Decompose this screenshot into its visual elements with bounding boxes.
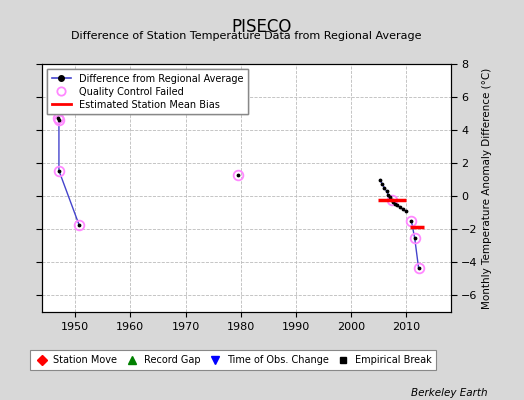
Legend: Station Move, Record Gap, Time of Obs. Change, Empirical Break: Station Move, Record Gap, Time of Obs. C…: [30, 350, 436, 370]
Legend: Difference from Regional Average, Quality Control Failed, Estimated Station Mean: Difference from Regional Average, Qualit…: [47, 69, 248, 114]
Title: Difference of Station Temperature Data from Regional Average: Difference of Station Temperature Data f…: [71, 31, 421, 41]
Text: PISECO: PISECO: [232, 18, 292, 36]
Y-axis label: Monthly Temperature Anomaly Difference (°C): Monthly Temperature Anomaly Difference (…: [482, 67, 492, 309]
Text: Berkeley Earth: Berkeley Earth: [411, 388, 487, 398]
